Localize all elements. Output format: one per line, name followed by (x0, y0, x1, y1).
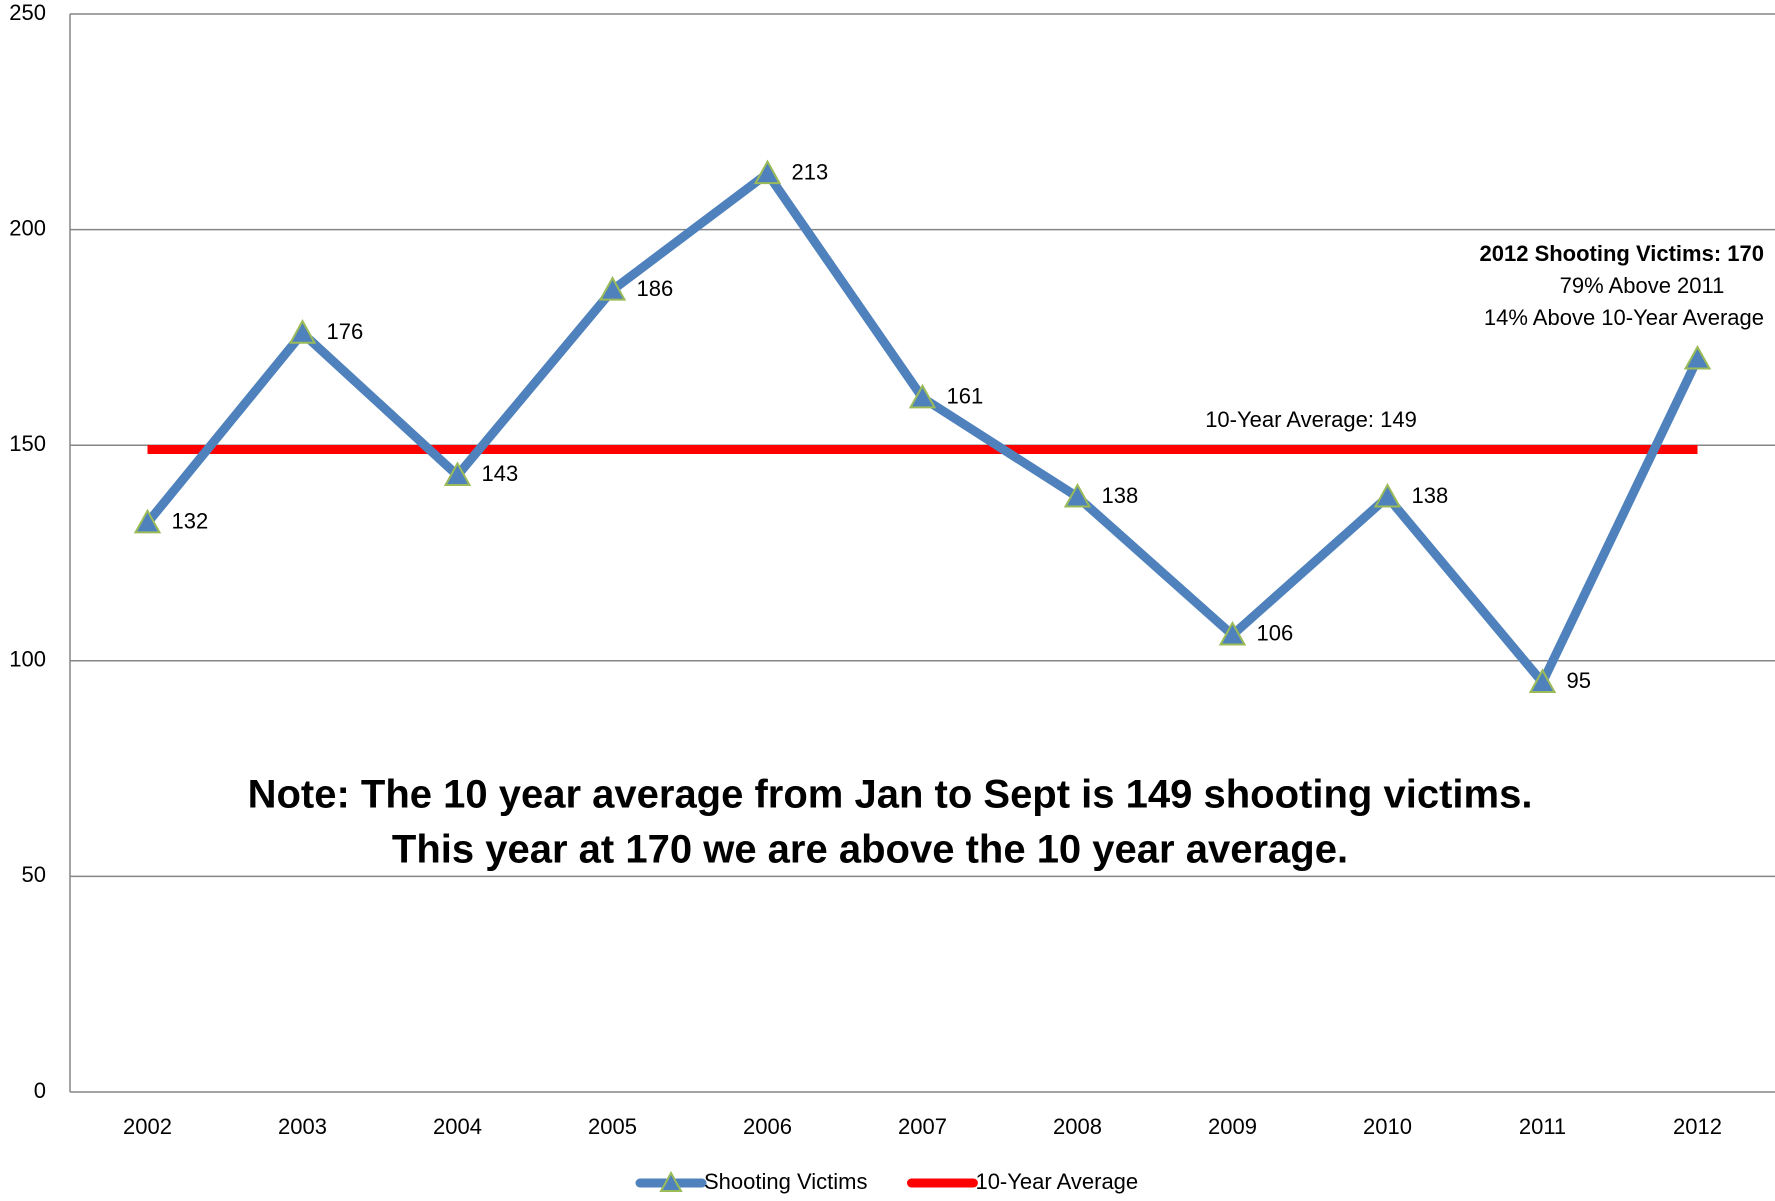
data-label: 138 (1102, 483, 1139, 508)
x-tick-label: 2009 (1208, 1114, 1257, 1139)
x-tick-label: 2006 (743, 1114, 792, 1139)
marker (1528, 668, 1557, 693)
x-tick-label: 2003 (278, 1114, 327, 1139)
x-tick-label: 2007 (898, 1114, 947, 1139)
marker (1683, 344, 1712, 370)
y-tick-label: 50 (22, 862, 46, 887)
marker (1373, 482, 1402, 508)
legend-label: 10-Year Average (975, 1169, 1138, 1194)
data-label: 138 (1412, 483, 1449, 508)
y-tick-label: 100 (9, 647, 46, 672)
data-label: 132 (172, 509, 209, 534)
x-tick-label: 2010 (1363, 1114, 1412, 1139)
marker (908, 383, 937, 409)
y-tick-label: 0 (34, 1078, 46, 1103)
series-line (144, 169, 1702, 687)
data-label: 213 (792, 159, 829, 184)
note: This year at 170 we are above the 10 yea… (392, 828, 1348, 872)
x-tick-label: 2011 (1519, 1114, 1566, 1139)
y-tick-label: 250 (9, 0, 46, 25)
marker (443, 461, 472, 486)
data-label: 176 (327, 319, 364, 344)
marker (1218, 620, 1247, 646)
x-tick-label: 2008 (1053, 1114, 1102, 1139)
data-label: 161 (947, 384, 984, 409)
marker (133, 508, 162, 534)
highlight-line: 14% Above 10-Year Average (1484, 305, 1764, 330)
note: Note: The 10 year average from Jan to Se… (248, 773, 1533, 817)
data-label: 95 (1567, 668, 1591, 693)
x-tick-label: 2002 (123, 1114, 172, 1139)
x-tick-label: 2005 (588, 1114, 637, 1139)
marker (753, 159, 782, 185)
average-annotation: 10-Year Average: 149 (1205, 407, 1417, 432)
x-tick-label: 2012 (1673, 1114, 1722, 1139)
legend-marker (659, 1170, 683, 1192)
data-label: 143 (482, 461, 519, 486)
y-tick-label: 150 (9, 431, 46, 456)
highlight-title: 2012 Shooting Victims: 170 (1480, 241, 1764, 266)
highlight-line: 79% Above 2011 (1560, 273, 1725, 298)
marker (598, 275, 627, 301)
y-tick-label: 200 (9, 215, 46, 240)
data-label: 106 (1257, 621, 1294, 646)
data-label: 186 (637, 276, 674, 301)
marker (288, 319, 317, 344)
x-tick-label: 2004 (433, 1114, 482, 1139)
legend-label: Shooting Victims (704, 1169, 867, 1194)
marker (1063, 482, 1092, 508)
